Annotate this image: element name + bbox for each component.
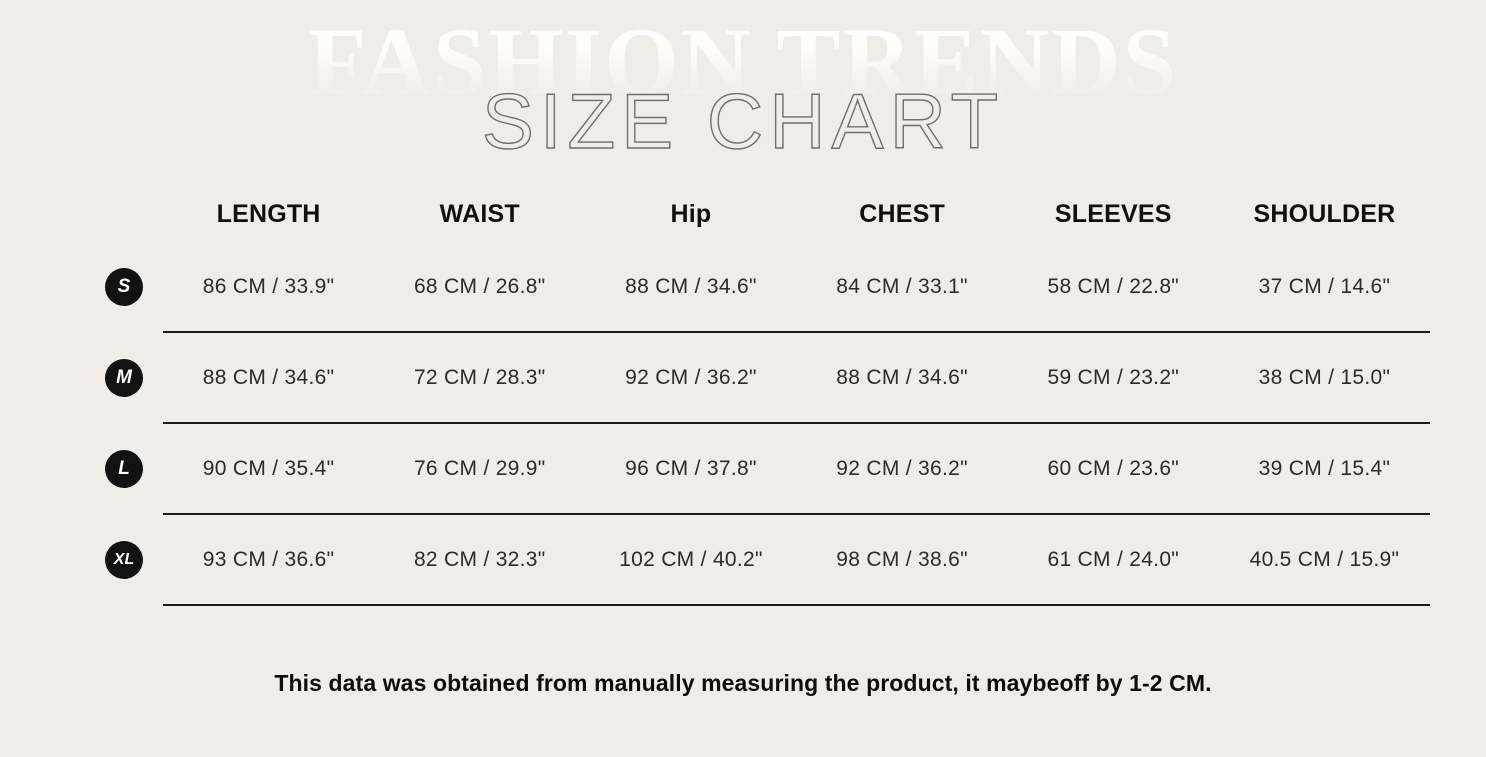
size-badge-cell: M xyxy=(98,358,163,397)
cell-chest: 98 CM / 38.6" xyxy=(836,547,968,571)
cell-hip: 96 CM / 37.8" xyxy=(625,456,757,480)
measurement-disclaimer: This data was obtained from manually mea… xyxy=(274,670,1212,696)
row-divider xyxy=(163,604,1430,606)
column-header-chest: CHEST xyxy=(859,199,945,228)
cell-chest: 88 CM / 34.6" xyxy=(836,365,968,389)
table-header-row: LENGTH WAIST Hip CHEST SLEEVES SHOULDER xyxy=(98,186,1430,242)
row-cells: 90 CM / 35.4" 76 CM / 29.9" 96 CM / 37.8… xyxy=(163,457,1430,481)
header-cells: LENGTH WAIST Hip CHEST SLEEVES SHOULDER xyxy=(163,200,1430,229)
brand-watermark: FASHION TRENDS xyxy=(0,14,1486,110)
cell-chest: 84 CM / 33.1" xyxy=(836,274,968,298)
table-row: S 86 CM / 33.9" 68 CM / 26.8" 88 CM / 34… xyxy=(98,242,1430,331)
column-header-length: LENGTH xyxy=(216,199,321,228)
column-header-shoulder: SHOULDER xyxy=(1253,199,1396,228)
cell-hip: 88 CM / 34.6" xyxy=(625,274,757,298)
size-badge-cell: XL xyxy=(98,540,163,579)
size-table: LENGTH WAIST Hip CHEST SLEEVES SHOULDER … xyxy=(98,186,1430,606)
cell-chest: 92 CM / 36.2" xyxy=(836,456,968,480)
cell-hip: 92 CM / 36.2" xyxy=(625,365,757,389)
cell-length: 90 CM / 35.4" xyxy=(202,456,335,480)
row-divider xyxy=(163,513,1430,515)
cell-waist: 76 CM / 29.9" xyxy=(413,456,546,480)
row-cells: 93 CM / 36.6" 82 CM / 32.3" 102 CM / 40.… xyxy=(163,548,1430,572)
size-badge-cell: L xyxy=(98,449,163,488)
cell-sleeves: 58 CM / 22.8" xyxy=(1047,274,1180,298)
cell-waist: 68 CM / 26.8" xyxy=(413,274,546,298)
cell-sleeves: 59 CM / 23.2" xyxy=(1047,365,1180,389)
row-divider xyxy=(163,422,1430,424)
size-badge-s: S xyxy=(105,267,143,306)
cell-sleeves: 60 CM / 23.6" xyxy=(1047,456,1180,480)
row-cells: 86 CM / 33.9" 68 CM / 26.8" 88 CM / 34.6… xyxy=(163,275,1430,299)
size-badge-xl: XL xyxy=(105,540,143,579)
size-badge-m: M xyxy=(105,358,143,397)
cell-hip: 102 CM / 40.2" xyxy=(619,547,763,571)
cell-length: 93 CM / 36.6" xyxy=(202,547,335,571)
cell-waist: 82 CM / 32.3" xyxy=(413,547,546,571)
row-divider xyxy=(163,331,1430,333)
cell-shoulder: 38 CM / 15.0" xyxy=(1258,365,1391,389)
cell-length: 88 CM / 34.6" xyxy=(202,365,335,389)
row-cells: 88 CM / 34.6" 72 CM / 28.3" 92 CM / 36.2… xyxy=(163,366,1430,390)
cell-length: 86 CM / 33.9" xyxy=(202,274,335,298)
table-row: L 90 CM / 35.4" 76 CM / 29.9" 96 CM / 37… xyxy=(98,424,1430,513)
table-row: XL 93 CM / 36.6" 82 CM / 32.3" 102 CM / … xyxy=(98,515,1430,604)
cell-waist: 72 CM / 28.3" xyxy=(413,365,546,389)
column-header-hip: Hip xyxy=(670,199,712,228)
cell-sleeves: 61 CM / 24.0" xyxy=(1047,547,1180,571)
table-row: M 88 CM / 34.6" 72 CM / 28.3" 92 CM / 36… xyxy=(98,333,1430,422)
column-header-sleeves: SLEEVES xyxy=(1054,199,1172,228)
size-badge-cell: S xyxy=(98,267,163,306)
cell-shoulder: 37 CM / 14.6" xyxy=(1258,274,1391,298)
cell-shoulder: 39 CM / 15.4" xyxy=(1258,456,1391,480)
cell-shoulder: 40.5 CM / 15.9" xyxy=(1249,547,1400,571)
size-badge-l: L xyxy=(105,449,143,488)
column-header-waist: WAIST xyxy=(439,199,520,228)
